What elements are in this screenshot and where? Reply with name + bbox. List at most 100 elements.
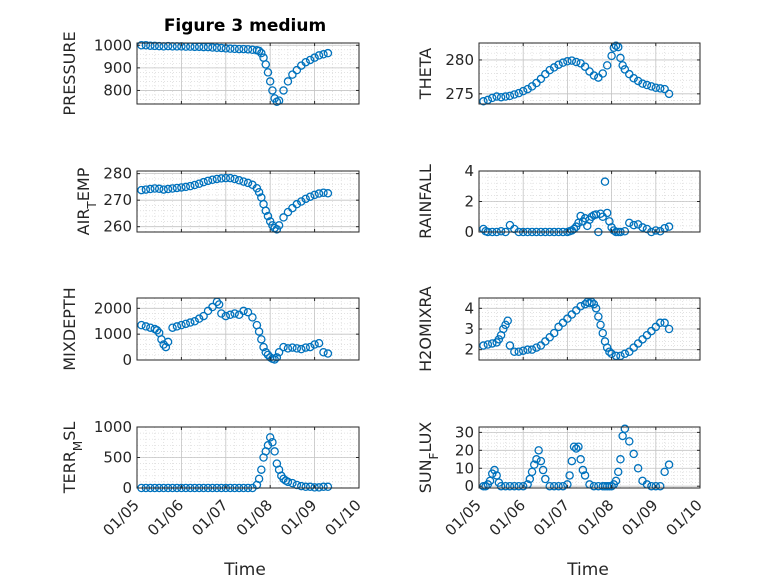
data-point bbox=[660, 318, 669, 328]
data-point bbox=[501, 92, 510, 101]
subplot-pressure: 800 900 1000 PRESSURE bbox=[60, 31, 360, 116]
data-point bbox=[221, 173, 231, 183]
data-point bbox=[177, 320, 186, 330]
y-tick-label: 900 bbox=[103, 59, 132, 77]
data-point bbox=[616, 455, 625, 464]
data-point bbox=[257, 465, 266, 474]
data-point bbox=[137, 185, 146, 195]
axes-box bbox=[136, 42, 360, 105]
data-point bbox=[510, 347, 519, 356]
y-tick-label: 1000 bbox=[94, 325, 132, 343]
data-point bbox=[569, 224, 579, 234]
data-point bbox=[620, 424, 630, 434]
data-point bbox=[571, 444, 581, 453]
data-point bbox=[479, 341, 488, 350]
data-point bbox=[549, 328, 559, 338]
data-point bbox=[161, 342, 171, 352]
data-point bbox=[261, 60, 271, 69]
data-point bbox=[633, 76, 643, 86]
data-point bbox=[589, 71, 599, 80]
data-point bbox=[629, 449, 638, 459]
data-point bbox=[523, 84, 532, 94]
data-point bbox=[620, 349, 630, 359]
y-tick-label: 2000 bbox=[94, 299, 132, 317]
data-point bbox=[319, 50, 328, 59]
data-point bbox=[651, 481, 661, 491]
data-point bbox=[181, 319, 191, 329]
data-point bbox=[532, 343, 541, 352]
data-point bbox=[254, 327, 264, 336]
data-point bbox=[270, 355, 279, 364]
data-point bbox=[194, 179, 204, 188]
data-point bbox=[536, 456, 546, 466]
data-point bbox=[534, 446, 543, 455]
y-tick-label: 800 bbox=[103, 81, 132, 99]
data-point bbox=[199, 177, 208, 187]
data-point bbox=[217, 43, 226, 53]
data-point bbox=[190, 316, 199, 326]
data-point bbox=[279, 342, 288, 352]
data-point bbox=[259, 342, 268, 352]
data-point bbox=[611, 351, 621, 361]
y-axis-label: THETA bbox=[416, 48, 435, 100]
data-point bbox=[545, 65, 554, 75]
data-point bbox=[554, 60, 563, 69]
data-point bbox=[549, 63, 559, 72]
figure-title: Figure 3 medium bbox=[164, 16, 326, 36]
data-point bbox=[177, 183, 186, 192]
y-axis-label: AIRTEMP bbox=[74, 167, 99, 235]
data-point bbox=[319, 347, 328, 357]
data-point bbox=[230, 309, 239, 318]
data-point bbox=[629, 73, 638, 83]
data-point bbox=[257, 48, 266, 58]
data-point bbox=[554, 481, 563, 491]
data-point bbox=[314, 189, 324, 198]
data-point bbox=[488, 93, 497, 103]
y-tick-label: 1000 bbox=[94, 418, 132, 436]
data-point bbox=[172, 183, 182, 193]
data-point bbox=[168, 323, 177, 332]
data-point bbox=[272, 353, 282, 362]
data-point bbox=[314, 338, 324, 348]
data-point bbox=[518, 86, 528, 96]
data-point bbox=[629, 220, 638, 230]
data-point bbox=[549, 481, 559, 491]
data-point bbox=[310, 53, 319, 62]
data-point bbox=[499, 324, 508, 334]
data-point bbox=[518, 481, 528, 491]
data-point bbox=[501, 481, 510, 491]
y-axis-label: MIXDEPTH bbox=[60, 287, 79, 370]
data-point bbox=[664, 222, 674, 231]
y-tick-label: 260 bbox=[103, 218, 132, 236]
y-tick-label: 280 bbox=[445, 51, 474, 69]
data-point bbox=[292, 199, 302, 209]
data-point bbox=[297, 344, 306, 354]
data-point bbox=[598, 69, 608, 78]
data-point bbox=[576, 302, 585, 311]
data-point bbox=[221, 311, 231, 321]
data-point bbox=[607, 51, 616, 61]
data-point bbox=[239, 44, 248, 54]
data-point bbox=[257, 335, 266, 344]
data-point bbox=[314, 483, 324, 492]
y-tick-label: 2 bbox=[464, 193, 474, 211]
data-point bbox=[230, 174, 239, 184]
data-point bbox=[616, 351, 625, 361]
data-point bbox=[292, 480, 302, 490]
data-point bbox=[265, 77, 275, 86]
y-tick-label: 0 bbox=[464, 223, 474, 241]
y-tick-label: 0 bbox=[122, 479, 132, 497]
data-point bbox=[596, 320, 605, 330]
data-point bbox=[172, 322, 182, 331]
data-point bbox=[217, 309, 226, 318]
y-tick-label: 0 bbox=[122, 351, 132, 369]
data-point bbox=[254, 187, 264, 197]
data-point bbox=[230, 44, 239, 54]
data-point bbox=[501, 320, 510, 330]
data-point bbox=[490, 465, 499, 475]
data-point bbox=[225, 310, 235, 320]
data-point bbox=[261, 206, 271, 216]
data-point bbox=[314, 51, 324, 60]
data-point bbox=[190, 180, 199, 190]
